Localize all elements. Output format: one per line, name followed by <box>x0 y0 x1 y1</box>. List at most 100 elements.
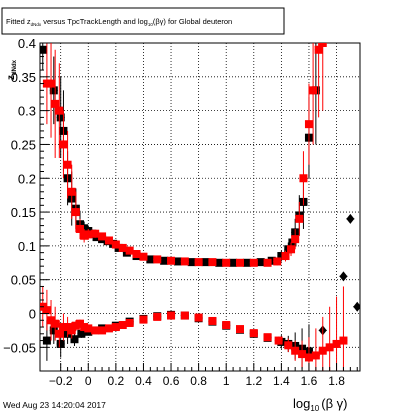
x-tick-label: 1.6 <box>301 374 318 388</box>
x-axis-label-main: log <box>293 396 310 411</box>
data-point-diamond <box>353 301 360 312</box>
data-point-red <box>139 252 148 261</box>
data-point-red <box>91 326 100 335</box>
data-point-red <box>208 316 217 325</box>
data-point-red <box>287 245 296 254</box>
data-point-red <box>125 318 134 327</box>
data-point-red <box>118 243 127 252</box>
data-point-red <box>125 246 134 255</box>
data-point-red <box>311 351 320 360</box>
x-tick-label: 0.6 <box>163 374 180 388</box>
title-box-frame <box>1 7 285 35</box>
y-tick-label: 0.4 <box>18 36 36 51</box>
data-point-red <box>91 229 100 238</box>
data-point-red <box>222 321 231 330</box>
x-tick-label: 1.4 <box>273 374 290 388</box>
data-point-red <box>291 346 300 355</box>
data-point-black <box>70 335 79 344</box>
x-tick-label: 1.2 <box>245 374 262 388</box>
data-point-red <box>111 323 120 332</box>
data-point-red <box>76 319 84 328</box>
data-point-red <box>98 326 107 335</box>
data-points <box>40 43 360 371</box>
data-point-black <box>77 329 86 338</box>
y-tick-label: −0.05 <box>3 340 36 355</box>
title-sub-dndx: dNdx <box>31 22 42 27</box>
data-point-red <box>59 323 68 332</box>
data-point-red <box>63 160 72 169</box>
y-axis-label-sub: dNdx <box>12 59 18 75</box>
data-point-black <box>229 258 238 267</box>
y-tick-label: 0.05 <box>11 273 36 288</box>
title-middle: versus TpcTrackLength and log <box>41 17 148 26</box>
data-point-red <box>71 208 80 217</box>
data-point-red <box>51 319 60 328</box>
data-point-red <box>167 311 176 320</box>
data-point-red <box>153 255 162 264</box>
data-point-red <box>63 323 72 332</box>
data-point-red <box>332 339 341 348</box>
data-point-red <box>339 336 348 345</box>
data-point-red <box>84 324 93 333</box>
title-sub-10: 10 <box>148 22 154 27</box>
y-tick-label: 0 <box>29 307 36 322</box>
data-point-red <box>76 224 84 233</box>
data-point-black <box>187 258 196 267</box>
y-tick-label: 0.35 <box>11 70 36 85</box>
data-point-red <box>167 256 176 265</box>
data-point-red <box>318 346 327 355</box>
data-point-black <box>56 113 65 122</box>
data-point-black <box>267 256 276 265</box>
data-point-red <box>309 86 318 95</box>
title-text: Fitted zdNdx versus TpcTrackLength and l… <box>6 17 232 27</box>
data-point-red <box>194 258 203 267</box>
x-axis-label-sub: 10 <box>310 404 319 413</box>
data-point-black <box>49 86 58 95</box>
data-point-black <box>49 326 58 335</box>
y-tick-label: 0.25 <box>11 137 36 152</box>
data-point-red <box>84 230 93 239</box>
y-tick-label: 0.15 <box>11 205 36 220</box>
x-axis-label-tail: (β γ) <box>321 396 347 411</box>
data-point-red <box>80 231 89 240</box>
data-point-red <box>304 353 313 362</box>
data-point-red <box>281 252 290 261</box>
data-point-red <box>98 232 107 241</box>
data-point-red <box>318 43 327 47</box>
y-axis-label: zdNdx <box>6 59 18 80</box>
data-point-red <box>104 324 113 333</box>
data-point-red <box>304 120 313 129</box>
data-point-red <box>67 187 76 196</box>
x-tick-label: 0.2 <box>108 374 125 388</box>
data-point-red <box>42 79 51 88</box>
x-tick-label: 0.4 <box>135 374 152 388</box>
data-point-red <box>325 343 334 352</box>
tick-layer: −0.2 0 0.2 0.4 0.6 0.8 1 1.2 1.4 1.6 1.8 −0.05 0 0.05… <box>3 36 358 388</box>
data-point-red <box>118 321 127 330</box>
data-point-red <box>291 235 300 244</box>
data-point-red <box>104 236 113 245</box>
data-point-black <box>56 339 65 348</box>
data-point-red <box>208 258 217 267</box>
data-point-red <box>47 79 56 88</box>
data-point-black <box>160 256 169 265</box>
data-point-red <box>180 311 189 320</box>
data-point-red <box>298 350 307 359</box>
timestamp: Wed Aug 23 14:20:04 2017 <box>3 400 106 410</box>
data-point-red <box>314 45 323 54</box>
data-point-red <box>274 336 283 345</box>
data-point-red <box>132 250 141 259</box>
data-point-red <box>67 326 76 335</box>
data-point-red <box>42 306 51 315</box>
y-tick-label: 0.3 <box>18 104 36 119</box>
data-point-red <box>153 312 162 321</box>
y-axis-label-main: z <box>6 75 17 80</box>
data-point-diamond <box>346 213 355 224</box>
data-point-black <box>277 252 286 261</box>
x-axis-label: log10 (β γ) <box>293 396 348 413</box>
data-point-red <box>299 174 308 183</box>
data-point-black <box>42 336 51 345</box>
data-point-black <box>215 258 224 267</box>
data-point-black <box>242 258 251 267</box>
data-point-red <box>263 333 272 342</box>
